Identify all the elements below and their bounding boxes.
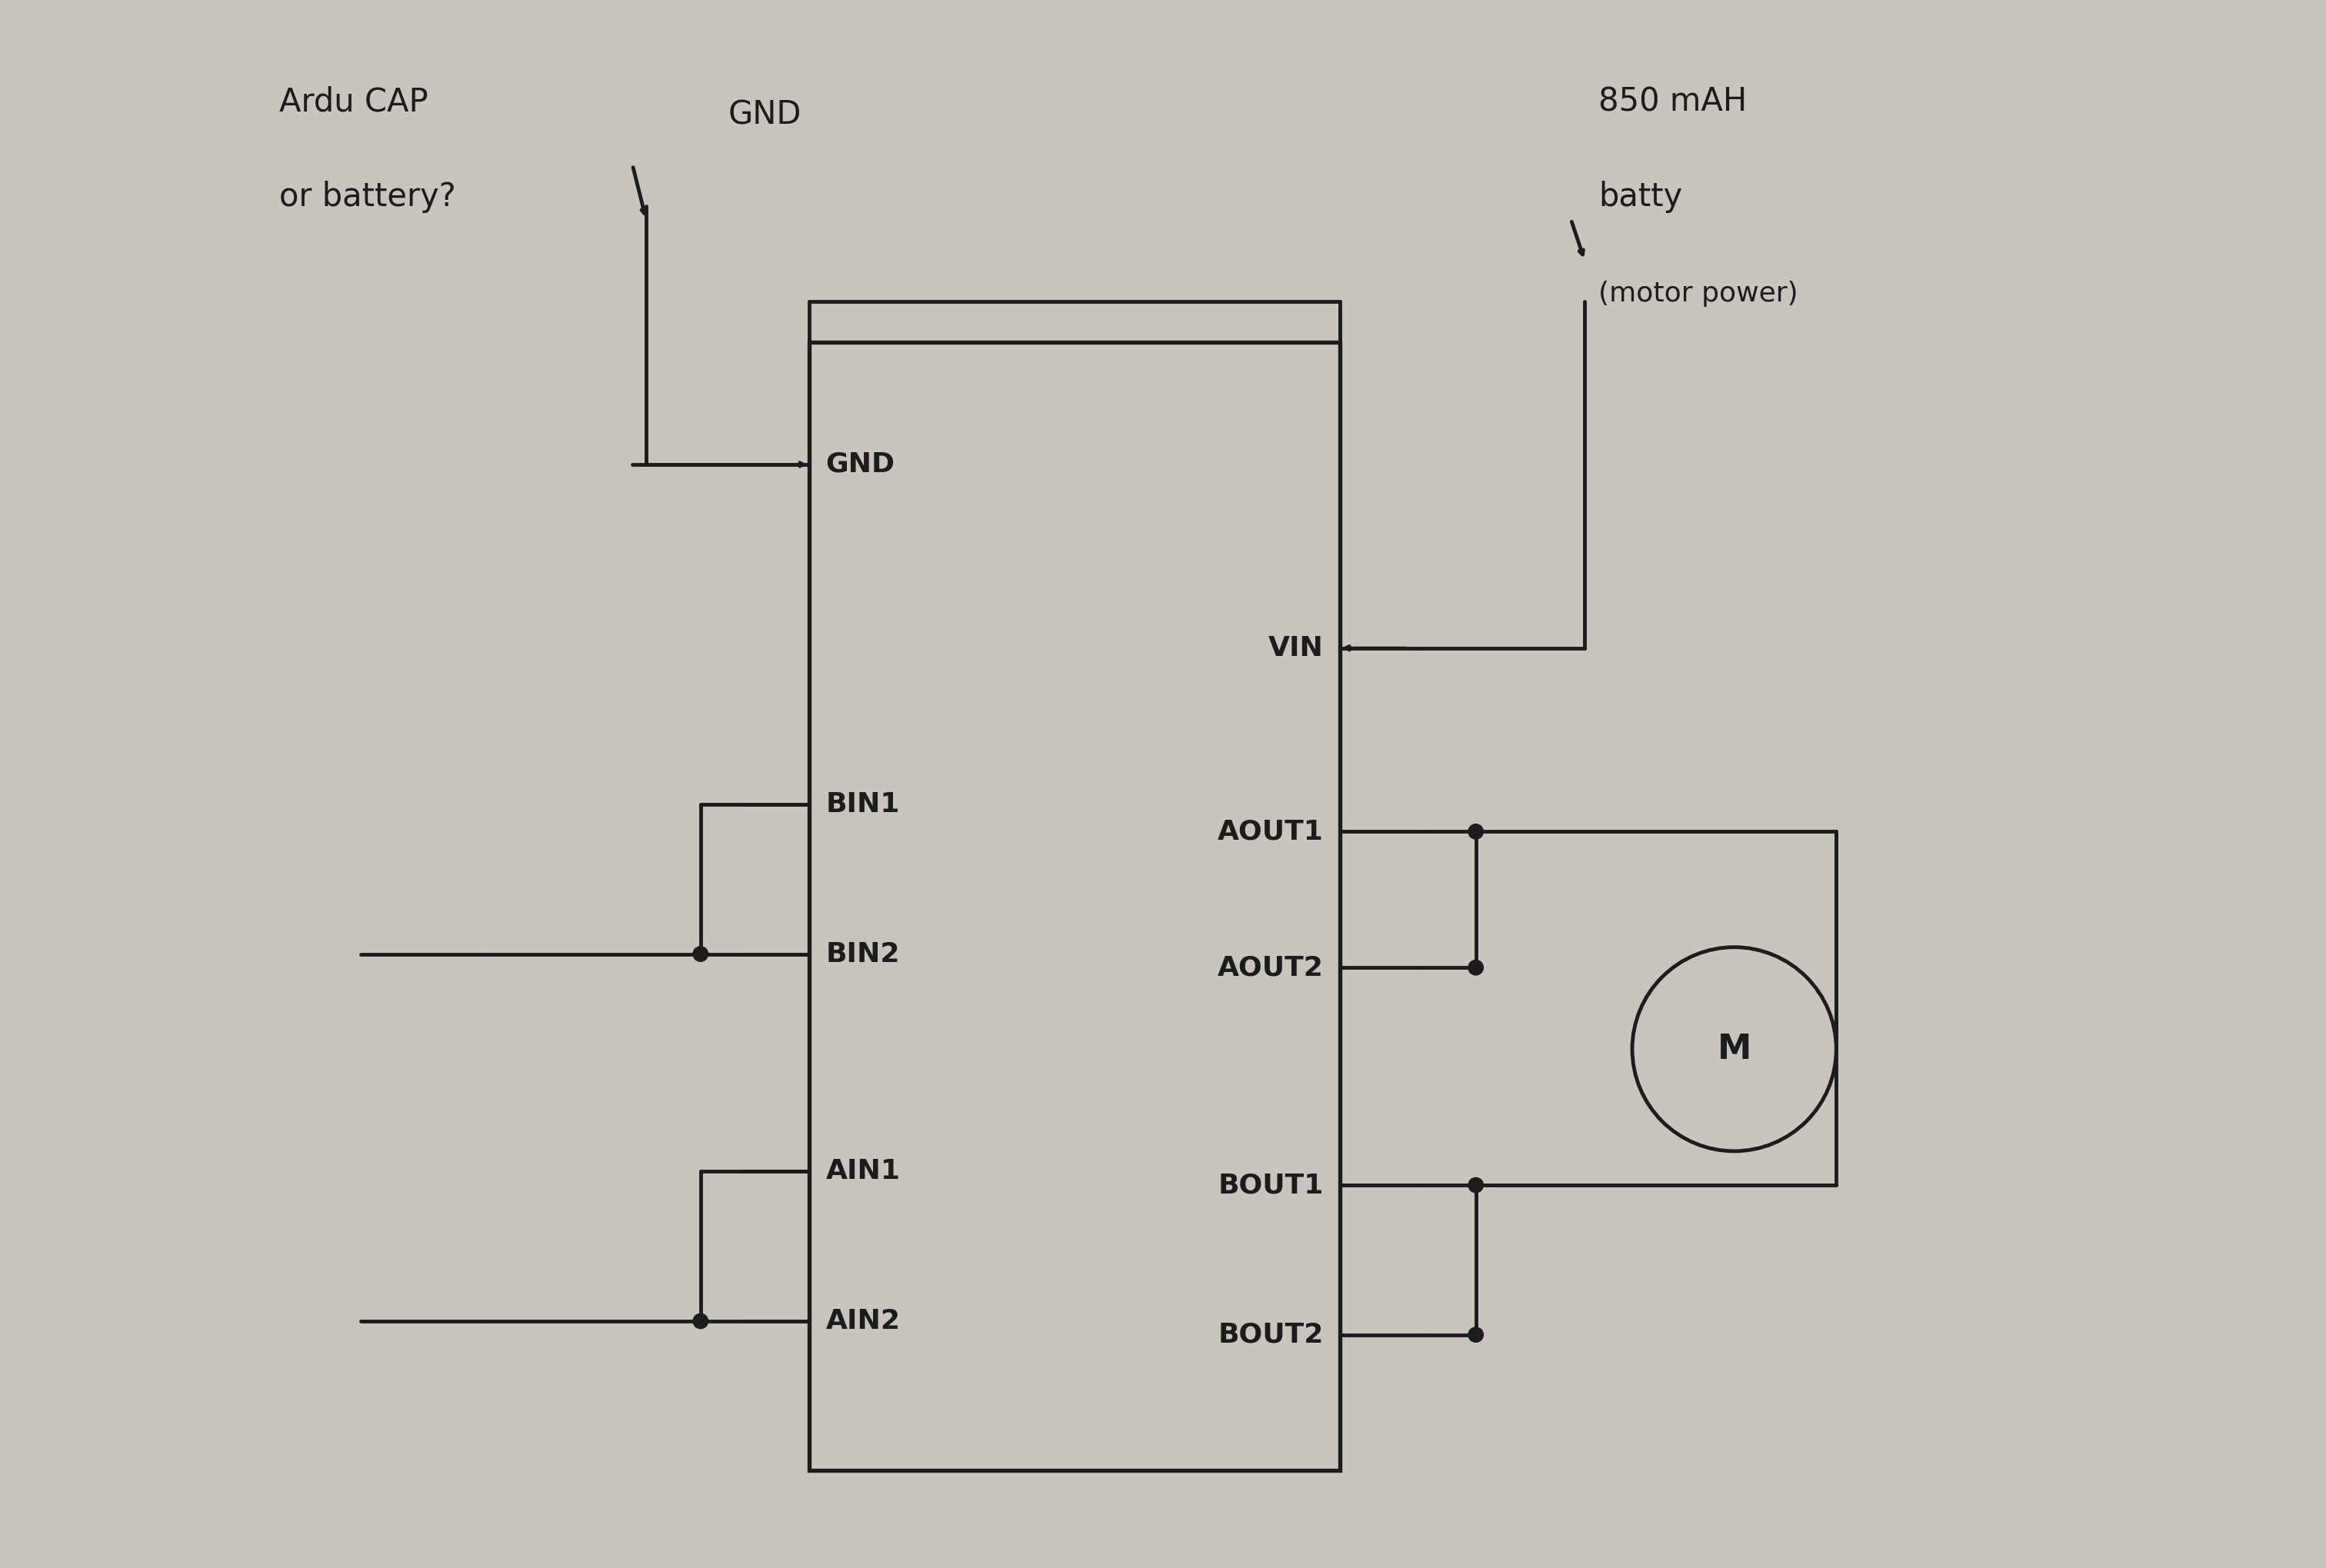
Bar [809, 342, 1340, 1471]
Text: BOUT1: BOUT1 [1219, 1171, 1323, 1198]
Text: AIN1: AIN1 [826, 1159, 900, 1184]
Circle shape [1468, 825, 1484, 839]
Circle shape [1468, 1178, 1484, 1193]
Circle shape [1468, 1327, 1484, 1342]
Text: VIN: VIN [1268, 635, 1323, 662]
Text: M: M [1717, 1033, 1751, 1066]
Text: or battery?: or battery? [279, 180, 456, 213]
Circle shape [693, 947, 707, 961]
Text: BIN2: BIN2 [826, 941, 900, 967]
Circle shape [1468, 960, 1484, 975]
Text: AIN2: AIN2 [826, 1308, 900, 1334]
Text: GND: GND [728, 99, 800, 132]
Text: batty: batty [1598, 180, 1682, 213]
Text: BOUT2: BOUT2 [1219, 1322, 1323, 1348]
Text: GND: GND [826, 452, 896, 478]
Circle shape [693, 1314, 707, 1328]
Text: (motor power): (motor power) [1598, 281, 1798, 307]
Text: 850 mAH: 850 mAH [1598, 86, 1747, 118]
Text: BIN1: BIN1 [826, 792, 900, 817]
Text: AOUT2: AOUT2 [1216, 955, 1323, 980]
Text: Ardu CAP: Ardu CAP [279, 86, 428, 118]
Text: AOUT1: AOUT1 [1216, 818, 1323, 845]
